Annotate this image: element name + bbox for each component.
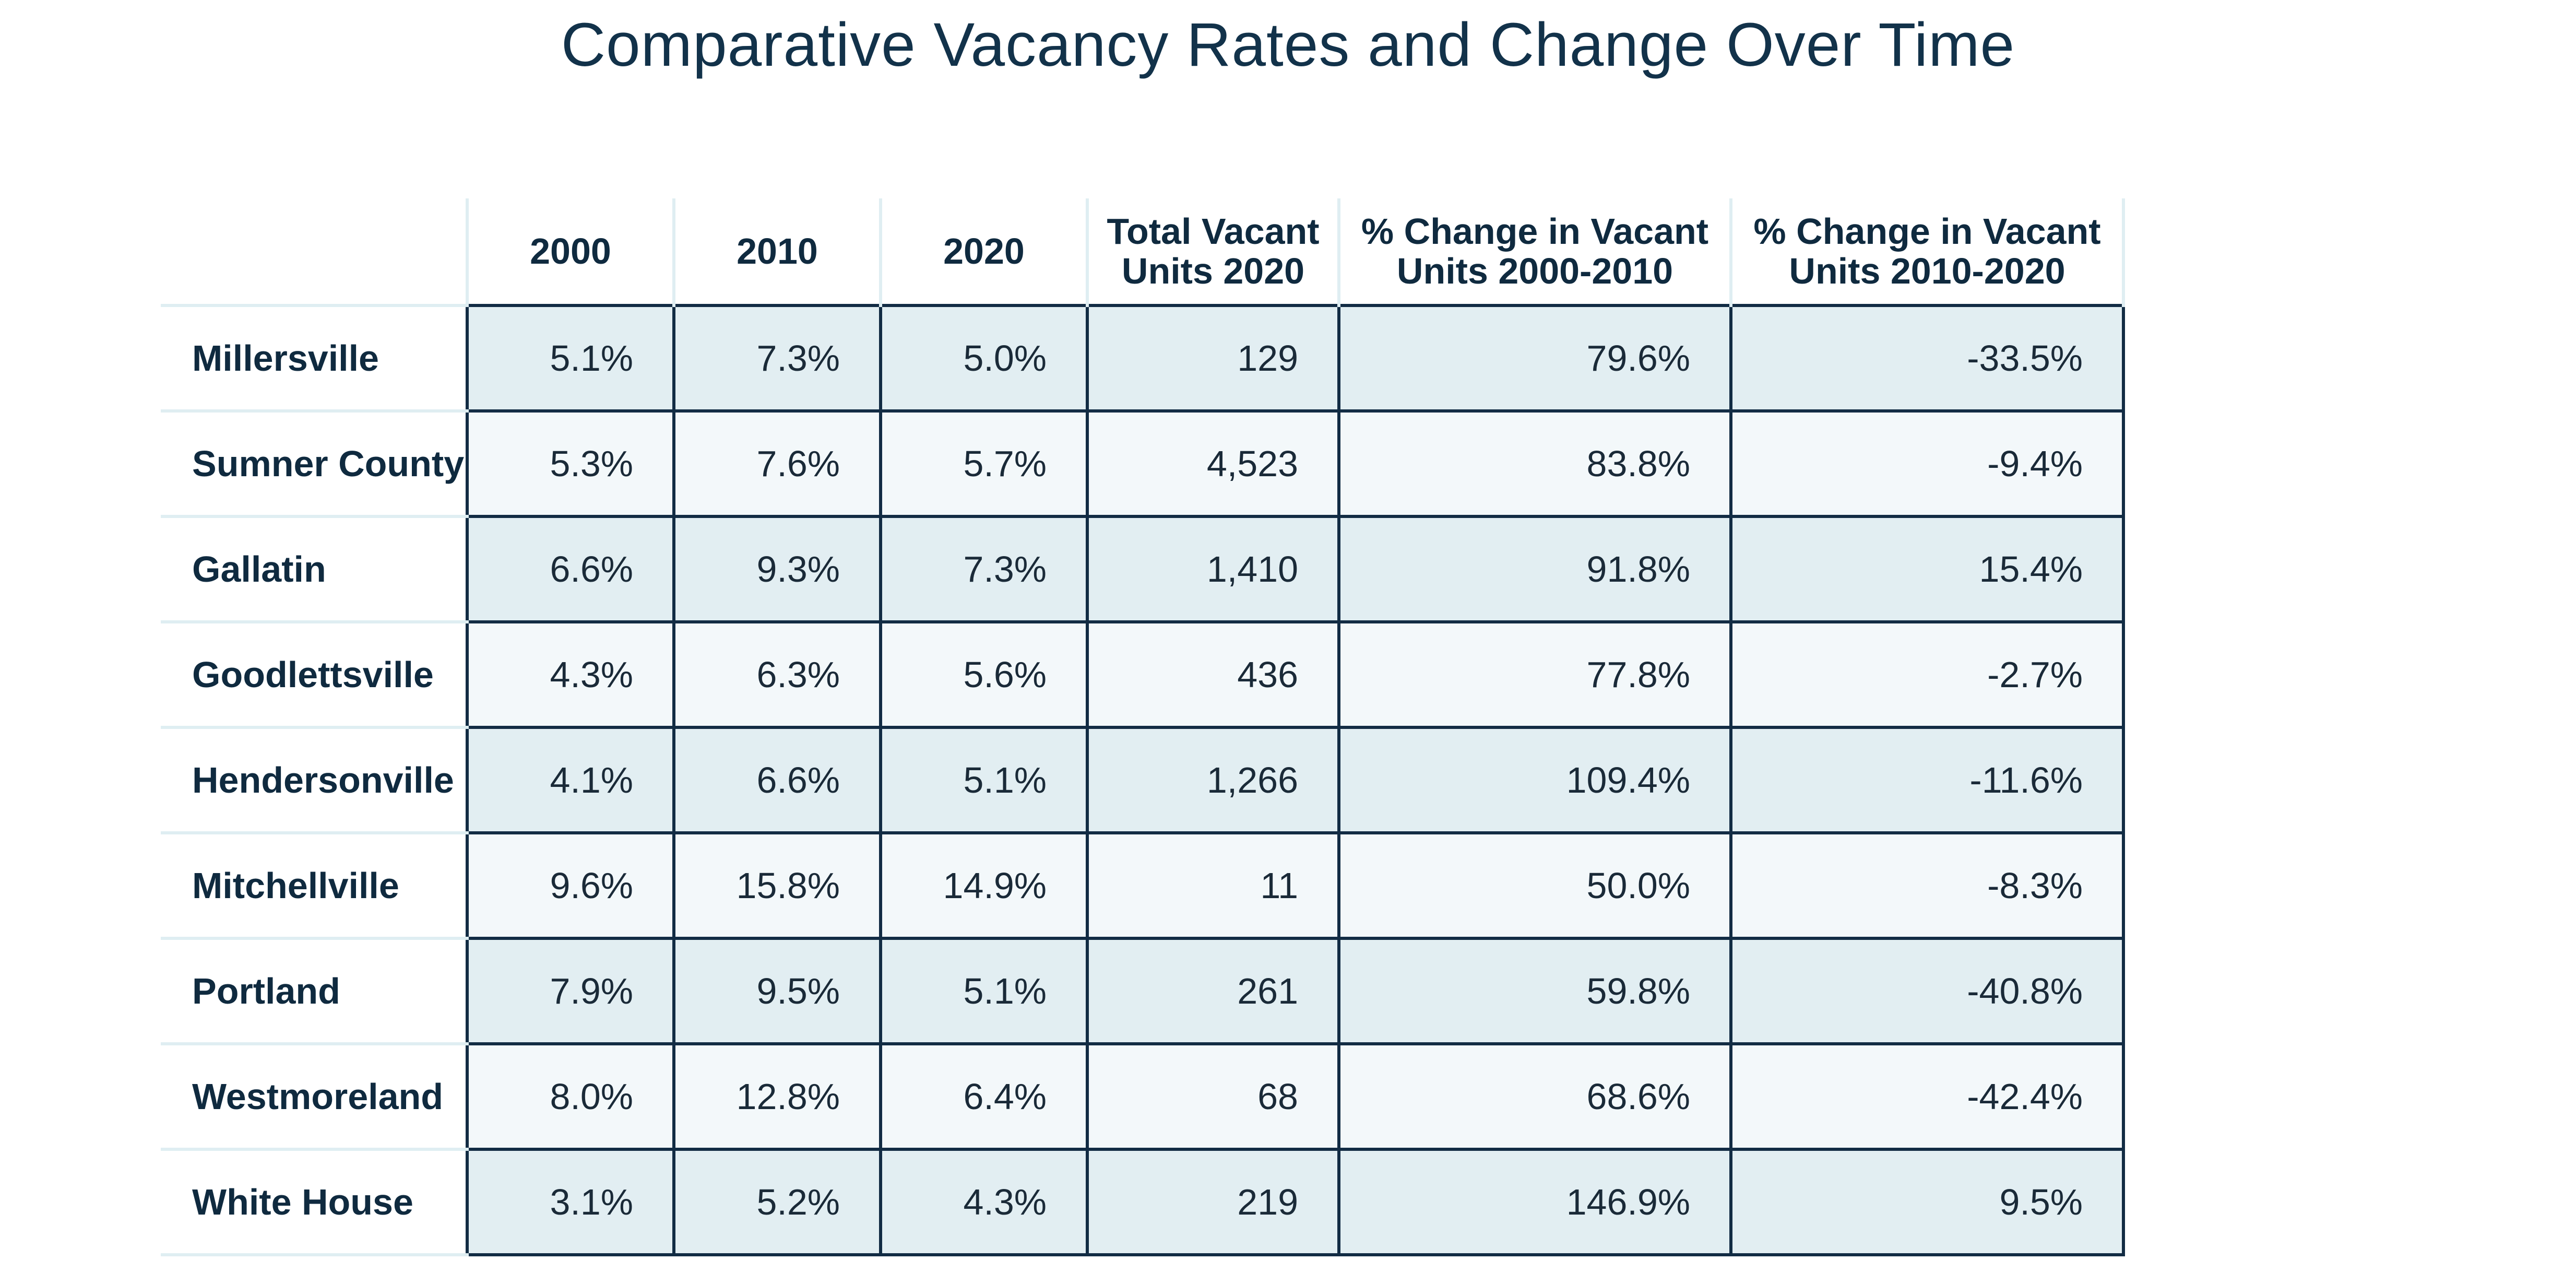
cell-change-2000-2010: 146.9% — [1337, 1148, 1732, 1256]
column-header-2020: 2020 — [879, 198, 1089, 305]
cell-change-2000-2010: 109.4% — [1337, 726, 1732, 834]
cell-rate-2010: 5.2% — [672, 1148, 882, 1256]
header-row: 2000 2010 2020 Total Vacant Units 2020 % … — [161, 198, 2125, 307]
cell-rate-2020: 7.3% — [879, 515, 1089, 623]
row-label: Hendersonville — [161, 727, 467, 834]
cell-rate-2000: 3.1% — [466, 1148, 675, 1256]
table-row: Westmoreland 8.0% 12.8% 6.4% 68 68.6% -42.4% — [161, 1042, 2125, 1151]
cell-change-2000-2010: 50.0% — [1337, 831, 1732, 940]
cell-change-2010-2020: -33.5% — [1729, 304, 2125, 413]
cell-rate-2010: 6.3% — [672, 620, 882, 729]
vacancy-table: 2000 2010 2020 Total Vacant Units 2020 % … — [161, 198, 2125, 1256]
header-corner — [161, 198, 469, 307]
table-row: Hendersonville 4.1% 6.6% 5.1% 1,266 109.4% -11… — [161, 726, 2125, 834]
column-header-change-2010-2020: % Change in Vacant Units 2010-2020 — [1729, 198, 2125, 305]
cell-rate-2020: 14.9% — [879, 831, 1089, 940]
cell-change-2010-2020: -9.4% — [1729, 409, 2125, 518]
column-header-change-2000-2010: % Change in Vacant Units 2000-2010 — [1337, 198, 1732, 305]
cell-change-2010-2020: -8.3% — [1729, 831, 2125, 940]
cell-change-2000-2010: 91.8% — [1337, 515, 1732, 623]
cell-rate-2010: 7.6% — [672, 409, 882, 518]
cell-total-vacant-2020: 219 — [1086, 1148, 1340, 1256]
cell-rate-2010: 6.6% — [672, 726, 882, 834]
cell-rate-2020: 5.6% — [879, 620, 1089, 729]
cell-rate-2020: 5.1% — [879, 937, 1089, 1045]
row-label: Gallatin — [161, 516, 467, 623]
row-label: Millersville — [161, 305, 467, 413]
table-row: Mitchellville 9.6% 15.8% 14.9% 11 50.0% -8.3% — [161, 831, 2125, 940]
cell-total-vacant-2020: 1,266 — [1086, 726, 1340, 834]
column-header-2000: 2000 — [466, 198, 675, 305]
cell-rate-2020: 4.3% — [879, 1148, 1089, 1256]
cell-rate-2020: 5.7% — [879, 409, 1089, 518]
cell-total-vacant-2020: 4,523 — [1086, 409, 1340, 518]
cell-total-vacant-2020: 129 — [1086, 304, 1340, 413]
row-label: Sumner County — [161, 411, 467, 518]
table-row: Sumner County 5.3% 7.6% 5.7% 4,523 83.8% -9.4% — [161, 409, 2125, 518]
cell-rate-2000: 9.6% — [466, 831, 675, 940]
cell-total-vacant-2020: 436 — [1086, 620, 1340, 729]
cell-rate-2000: 4.3% — [466, 620, 675, 729]
cell-change-2010-2020: -2.7% — [1729, 620, 2125, 729]
table-row: Portland 7.9% 9.5% 5.1% 261 59.8% -40.8% — [161, 937, 2125, 1045]
row-label: Goodlettsville — [161, 622, 467, 729]
table-body: Millersville 5.1% 7.3% 5.0% 129 79.6% -33.5% Su… — [161, 304, 2125, 1256]
cell-rate-2020: 5.0% — [879, 304, 1089, 413]
cell-rate-2010: 12.8% — [672, 1042, 882, 1151]
cell-change-2010-2020: 15.4% — [1729, 515, 2125, 623]
cell-rate-2010: 9.3% — [672, 515, 882, 623]
cell-change-2000-2010: 59.8% — [1337, 937, 1732, 1045]
cell-rate-2000: 4.1% — [466, 726, 675, 834]
row-label: Portland — [161, 938, 467, 1045]
table-row: Goodlettsville 4.3% 6.3% 5.6% 436 77.8% -2.7% — [161, 620, 2125, 729]
cell-change-2000-2010: 68.6% — [1337, 1042, 1732, 1151]
row-label: Westmoreland — [161, 1044, 467, 1151]
cell-total-vacant-2020: 11 — [1086, 831, 1340, 940]
cell-rate-2010: 15.8% — [672, 831, 882, 940]
cell-rate-2000: 5.3% — [466, 409, 675, 518]
cell-rate-2020: 6.4% — [879, 1042, 1089, 1151]
cell-rate-2000: 7.9% — [466, 937, 675, 1045]
cell-rate-2020: 5.1% — [879, 726, 1089, 834]
cell-rate-2000: 8.0% — [466, 1042, 675, 1151]
cell-rate-2010: 9.5% — [672, 937, 882, 1045]
row-label: Mitchellville — [161, 833, 467, 940]
cell-rate-2010: 7.3% — [672, 304, 882, 413]
cell-change-2010-2020: -11.6% — [1729, 726, 2125, 834]
table-row: White House 3.1% 5.2% 4.3% 219 146.9% 9.5% — [161, 1148, 2125, 1256]
cell-change-2000-2010: 83.8% — [1337, 409, 1732, 518]
cell-total-vacant-2020: 68 — [1086, 1042, 1340, 1151]
table-row: Gallatin 6.6% 9.3% 7.3% 1,410 91.8% 15.4% — [161, 515, 2125, 623]
page-title: Comparative Vacancy Rates and Change Ove… — [561, 10, 2015, 79]
cell-total-vacant-2020: 261 — [1086, 937, 1340, 1045]
column-header-total-vacant: Total Vacant Units 2020 — [1086, 198, 1340, 305]
column-header-2010: 2010 — [672, 198, 882, 305]
cell-change-2000-2010: 77.8% — [1337, 620, 1732, 729]
cell-change-2010-2020: -40.8% — [1729, 937, 2125, 1045]
cell-change-2010-2020: -42.4% — [1729, 1042, 2125, 1151]
cell-rate-2000: 5.1% — [466, 304, 675, 413]
cell-change-2000-2010: 79.6% — [1337, 304, 1732, 413]
row-label: White House — [161, 1149, 467, 1256]
cell-total-vacant-2020: 1,410 — [1086, 515, 1340, 623]
cell-change-2010-2020: 9.5% — [1729, 1148, 2125, 1256]
table-row: Millersville 5.1% 7.3% 5.0% 129 79.6% -33.5% — [161, 304, 2125, 413]
cell-rate-2000: 6.6% — [466, 515, 675, 623]
